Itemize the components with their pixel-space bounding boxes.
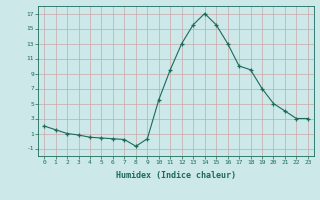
X-axis label: Humidex (Indice chaleur): Humidex (Indice chaleur)	[116, 171, 236, 180]
